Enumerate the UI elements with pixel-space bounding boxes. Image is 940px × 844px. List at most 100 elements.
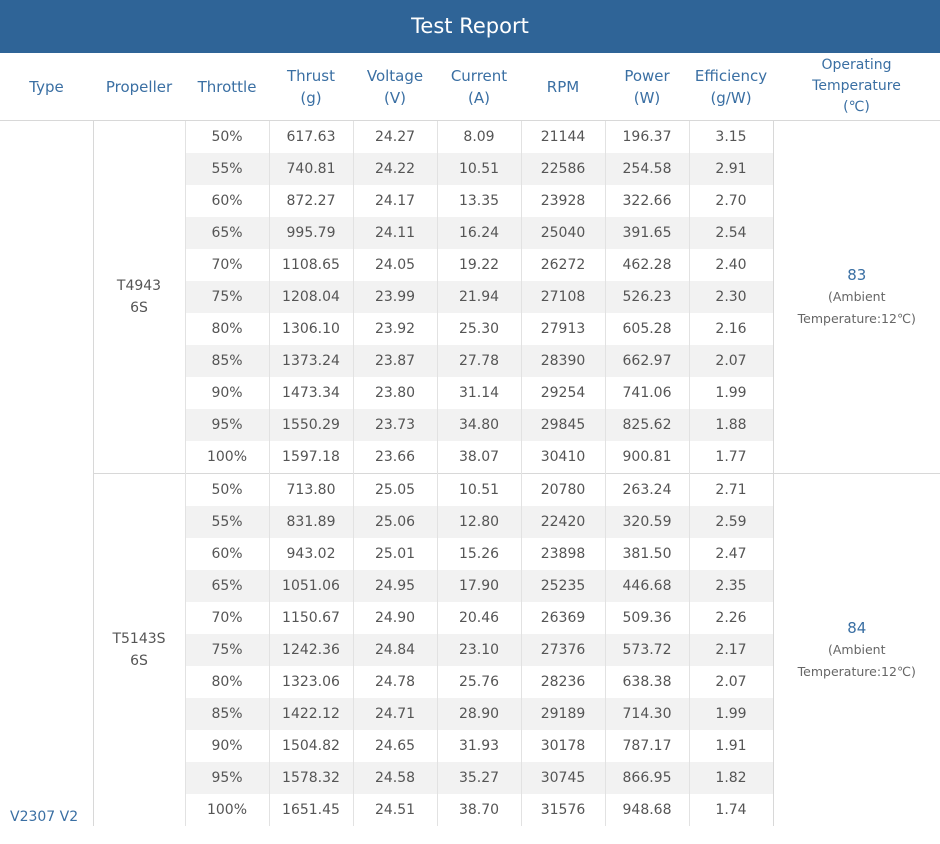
- data-cell: 1242.36: [269, 634, 353, 666]
- data-cell: 322.66: [605, 185, 689, 217]
- column-header: RPM: [521, 53, 605, 121]
- data-cell: 23.99: [353, 281, 437, 313]
- data-cell: 2.59: [689, 506, 773, 538]
- data-cell: 2.35: [689, 570, 773, 602]
- data-cell: 29189: [521, 698, 605, 730]
- data-cell: 21144: [521, 121, 605, 154]
- temperature-note: (Ambient Temperature:12℃): [774, 286, 940, 330]
- report-table: TypePropellerThrottleThrust (g)Voltage (…: [0, 53, 940, 826]
- temperature-cell: 84(Ambient Temperature:12℃): [773, 474, 940, 827]
- data-cell: 900.81: [605, 441, 689, 474]
- data-cell: 24.84: [353, 634, 437, 666]
- data-cell: 60%: [185, 185, 269, 217]
- data-cell: 1504.82: [269, 730, 353, 762]
- data-cell: 24.95: [353, 570, 437, 602]
- data-cell: 831.89: [269, 506, 353, 538]
- data-cell: 30745: [521, 762, 605, 794]
- data-cell: 196.37: [605, 121, 689, 154]
- data-cell: 1422.12: [269, 698, 353, 730]
- data-cell: 25235: [521, 570, 605, 602]
- data-cell: 55%: [185, 506, 269, 538]
- data-cell: 34.80: [437, 409, 521, 441]
- data-cell: 714.30: [605, 698, 689, 730]
- data-cell: 391.65: [605, 217, 689, 249]
- data-cell: 26272: [521, 249, 605, 281]
- data-cell: 20.46: [437, 602, 521, 634]
- column-header: Propeller: [93, 53, 185, 121]
- data-cell: 23898: [521, 538, 605, 570]
- data-cell: 1108.65: [269, 249, 353, 281]
- data-cell: 70%: [185, 249, 269, 281]
- data-cell: 26369: [521, 602, 605, 634]
- data-cell: 10.51: [437, 153, 521, 185]
- data-cell: 509.36: [605, 602, 689, 634]
- data-cell: 2.47: [689, 538, 773, 570]
- data-cell: 1.99: [689, 377, 773, 409]
- data-cell: 2.91: [689, 153, 773, 185]
- data-cell: 381.50: [605, 538, 689, 570]
- data-cell: 446.68: [605, 570, 689, 602]
- data-cell: 75%: [185, 634, 269, 666]
- column-header: Current (A): [437, 53, 521, 121]
- data-cell: 462.28: [605, 249, 689, 281]
- data-cell: 24.65: [353, 730, 437, 762]
- data-cell: 25040: [521, 217, 605, 249]
- data-cell: 28390: [521, 345, 605, 377]
- data-cell: 28236: [521, 666, 605, 698]
- data-cell: 27376: [521, 634, 605, 666]
- data-cell: 8.09: [437, 121, 521, 154]
- data-cell: 2.71: [689, 474, 773, 507]
- data-cell: 740.81: [269, 153, 353, 185]
- data-cell: 80%: [185, 666, 269, 698]
- data-cell: 20780: [521, 474, 605, 507]
- data-cell: 24.78: [353, 666, 437, 698]
- data-cell: 948.68: [605, 794, 689, 826]
- data-cell: 24.05: [353, 249, 437, 281]
- data-cell: 24.27: [353, 121, 437, 154]
- data-cell: 90%: [185, 377, 269, 409]
- data-cell: 50%: [185, 121, 269, 154]
- data-cell: 1550.29: [269, 409, 353, 441]
- temperature-value: 83: [774, 264, 940, 286]
- data-row: T5143S 6S50%713.8025.0510.5120780263.242…: [0, 474, 940, 507]
- data-cell: 662.97: [605, 345, 689, 377]
- data-cell: 320.59: [605, 506, 689, 538]
- temperature-value: 84: [774, 617, 940, 639]
- data-cell: 24.90: [353, 602, 437, 634]
- propeller-cell: T5143S 6S: [93, 474, 185, 827]
- data-cell: 1208.04: [269, 281, 353, 313]
- data-cell: 872.27: [269, 185, 353, 217]
- data-row: V2307 V2T4943 6S50%617.6324.278.09211441…: [0, 121, 940, 154]
- column-header: Power (W): [605, 53, 689, 121]
- data-cell: 1306.10: [269, 313, 353, 345]
- temperature-cell: 83(Ambient Temperature:12℃): [773, 121, 940, 474]
- data-cell: 95%: [185, 409, 269, 441]
- column-header: Efficiency (g/W): [689, 53, 773, 121]
- column-header: Voltage (V): [353, 53, 437, 121]
- column-header: Operating Temperature (℃): [773, 53, 940, 121]
- data-cell: 1051.06: [269, 570, 353, 602]
- data-cell: 22586: [521, 153, 605, 185]
- data-cell: 30178: [521, 730, 605, 762]
- data-cell: 85%: [185, 698, 269, 730]
- data-cell: 22420: [521, 506, 605, 538]
- column-header: Thrust (g): [269, 53, 353, 121]
- data-cell: 1578.32: [269, 762, 353, 794]
- data-cell: 29845: [521, 409, 605, 441]
- data-cell: 617.63: [269, 121, 353, 154]
- data-cell: 55%: [185, 153, 269, 185]
- data-cell: 23.73: [353, 409, 437, 441]
- report-title: Test Report: [0, 0, 940, 53]
- data-cell: 90%: [185, 730, 269, 762]
- data-cell: 605.28: [605, 313, 689, 345]
- data-cell: 825.62: [605, 409, 689, 441]
- data-cell: 741.06: [605, 377, 689, 409]
- data-cell: 100%: [185, 441, 269, 474]
- data-cell: 25.05: [353, 474, 437, 507]
- data-cell: 50%: [185, 474, 269, 507]
- data-cell: 2.54: [689, 217, 773, 249]
- data-cell: 943.02: [269, 538, 353, 570]
- data-cell: 95%: [185, 762, 269, 794]
- table-body: V2307 V2T4943 6S50%617.6324.278.09211441…: [0, 121, 940, 827]
- data-cell: 263.24: [605, 474, 689, 507]
